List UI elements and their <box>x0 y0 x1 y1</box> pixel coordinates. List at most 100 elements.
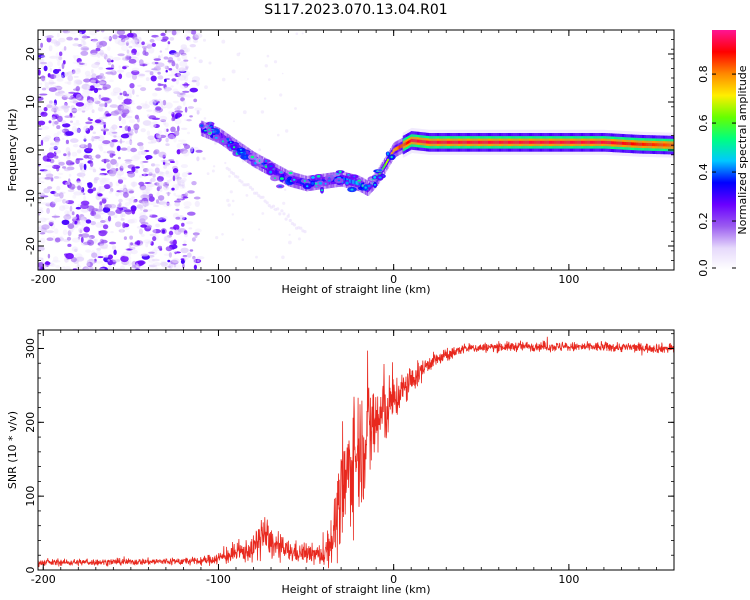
noise-blob <box>175 229 178 234</box>
noise-blob <box>185 66 188 71</box>
ridge-blob-core <box>378 169 382 172</box>
ridge-segment <box>650 143 653 147</box>
noise-blob <box>117 39 126 46</box>
noise-blob <box>79 191 84 196</box>
noise-blob <box>78 62 86 65</box>
noise-blob <box>157 135 162 139</box>
noise-blob <box>185 171 190 175</box>
noise-blob <box>131 67 140 72</box>
noise-blob <box>38 207 44 210</box>
noise-blob <box>181 177 187 182</box>
noise-blob <box>158 151 167 158</box>
noise-blob <box>187 106 194 109</box>
noise-blob <box>266 54 270 58</box>
noise-blob <box>76 178 81 184</box>
ridge-segment <box>419 139 422 143</box>
noise-blob <box>45 230 54 234</box>
noise-blob <box>162 202 172 208</box>
noise-blob <box>95 154 101 159</box>
noise-blob <box>98 173 105 176</box>
noise-blob <box>47 61 53 68</box>
noise-blob <box>61 120 67 125</box>
noise-blob <box>141 200 145 207</box>
noise-blob <box>149 201 157 206</box>
noise-blob <box>138 175 143 178</box>
ridge-segment <box>668 143 671 147</box>
noise-blob <box>126 41 129 47</box>
noise-blob <box>242 110 247 115</box>
ridge-segment <box>610 141 613 145</box>
noise-blob <box>139 204 143 211</box>
ridge-segment <box>604 140 607 144</box>
noise-blob <box>174 118 182 125</box>
noise-blob <box>171 187 175 191</box>
noise-blob <box>95 47 101 52</box>
x-tick-label: 100 <box>558 273 579 286</box>
noise-blob <box>86 99 94 106</box>
noise-blob <box>169 53 178 58</box>
noise-blob <box>182 255 188 258</box>
noise-blob <box>117 53 125 57</box>
noise-blob <box>66 236 72 241</box>
noise-blob <box>65 181 71 186</box>
x-tick-label: 100 <box>558 573 579 586</box>
noise-blob <box>182 90 190 93</box>
noise-blob <box>129 246 136 250</box>
noise-blob <box>116 170 125 176</box>
noise-blob <box>56 131 62 135</box>
noise-blob <box>187 172 192 175</box>
noise-blob <box>184 192 189 198</box>
ridge-segment <box>579 140 581 144</box>
spectrogram-x-ticks: -200 -100 0 100 <box>31 30 675 286</box>
noise-blob <box>118 177 127 181</box>
noise-blob <box>38 69 41 76</box>
ridge-segment <box>594 140 596 144</box>
ridge-segment <box>602 140 605 144</box>
ridge-segment <box>598 140 600 144</box>
noise-blob <box>46 158 52 162</box>
noise-blob <box>165 128 169 132</box>
noise-blob <box>196 256 205 260</box>
ridge-segment <box>642 142 645 146</box>
noise-blob <box>135 166 140 169</box>
noise-blob <box>135 51 140 57</box>
ridge-segment <box>397 146 400 150</box>
noise-blob <box>73 191 82 196</box>
noise-blob <box>160 159 169 163</box>
noise-blob <box>90 157 94 161</box>
noise-blob <box>116 30 126 36</box>
noise-blob <box>277 133 280 137</box>
noise-blob <box>97 208 103 213</box>
noise-blob <box>181 181 185 189</box>
noise-blob <box>110 158 117 165</box>
noise-blob <box>179 92 186 96</box>
noise-blob <box>103 184 111 190</box>
noise-blob <box>78 30 86 35</box>
ridge-segment <box>615 141 617 145</box>
ridge-segment <box>658 143 660 147</box>
ridge-segment <box>557 140 559 144</box>
noise-blob <box>159 199 167 206</box>
noise-blob <box>75 119 80 124</box>
noise-blob <box>163 121 167 126</box>
noise-blob <box>52 102 57 106</box>
noise-blob <box>130 242 134 246</box>
noise-blob <box>142 200 150 207</box>
colorbar: 0.0 0.2 0.4 0.6 0.8 Normalized spectral ampl… <box>697 30 749 277</box>
noise-blob <box>172 250 177 253</box>
snr-x-ticks: -200 -100 0 100 <box>31 330 675 586</box>
ridge-segment <box>525 140 528 144</box>
noise-blob <box>126 49 130 54</box>
noise-blob <box>43 107 48 112</box>
noise-blob <box>72 144 79 148</box>
noise-blob <box>59 192 64 199</box>
ridge-blob-core <box>345 181 349 185</box>
noise-blob <box>122 251 131 257</box>
noise-blob <box>105 55 114 61</box>
ridge-segment <box>395 147 397 151</box>
ridge-segment <box>518 140 520 144</box>
noise-blob <box>80 50 89 56</box>
ridge-segment <box>440 140 443 144</box>
ridge-segment <box>616 141 618 145</box>
noise-blob <box>148 100 157 106</box>
